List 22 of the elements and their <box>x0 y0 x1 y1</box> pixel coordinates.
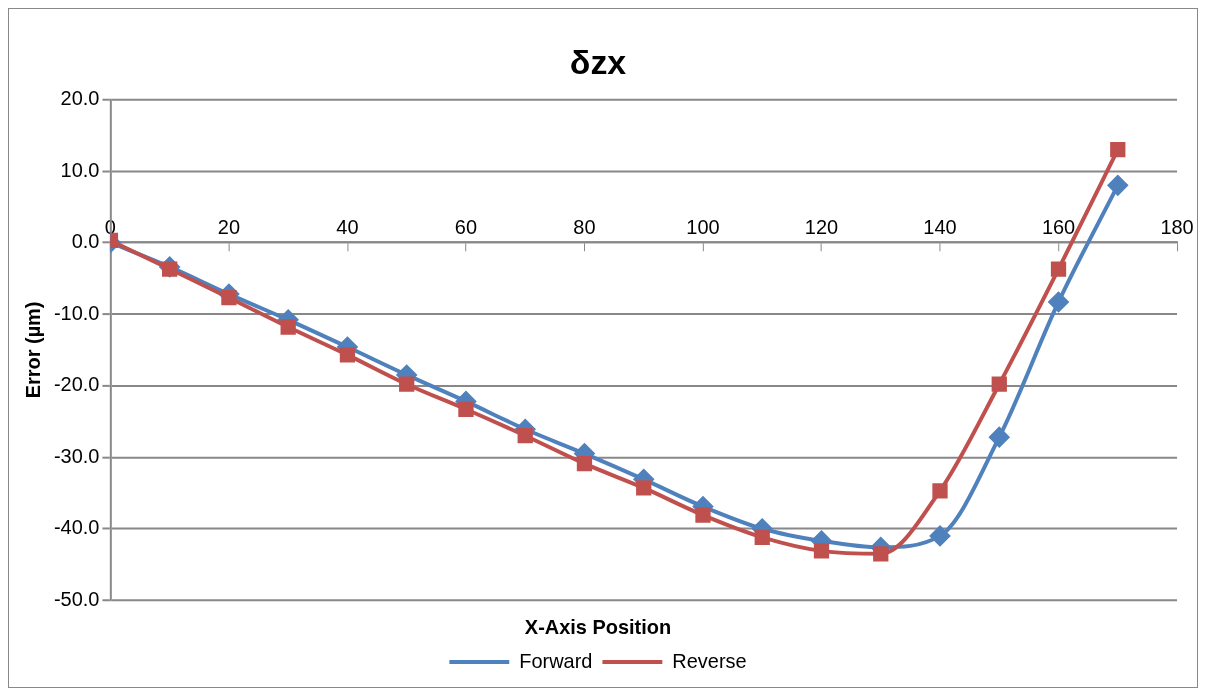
y-tick-label: 10.0 <box>60 158 100 181</box>
x-tick-label: 140 <box>923 216 957 239</box>
y-tick-label: -40.0 <box>53 516 100 539</box>
x-tick-label: 40 <box>336 216 359 239</box>
legend-label: Forward <box>519 649 593 672</box>
x-tick-label: 120 <box>804 216 839 239</box>
x-tick-label: 80 <box>573 216 596 239</box>
y-axis-title: Error (µm) <box>22 301 45 399</box>
chart-title: δzx <box>569 42 627 81</box>
x-axis-title: X-Axis Position <box>524 615 672 638</box>
y-tick-label: 0.0 <box>71 230 100 253</box>
y-tick-label: 20.0 <box>60 87 100 110</box>
y-tick-label: -20.0 <box>53 373 100 396</box>
x-tick-label: 20 <box>217 216 241 239</box>
x-tick-label: 160 <box>1041 216 1076 239</box>
y-tick-label: -30.0 <box>53 444 100 467</box>
x-tick-label: 100 <box>686 216 720 239</box>
x-tick-label: 60 <box>454 216 478 239</box>
y-tick-label: -50.0 <box>53 587 100 610</box>
legend-label: Reverse <box>672 649 747 672</box>
x-tick-label: 180 <box>1160 216 1194 239</box>
y-tick-label: -10.0 <box>53 301 100 324</box>
